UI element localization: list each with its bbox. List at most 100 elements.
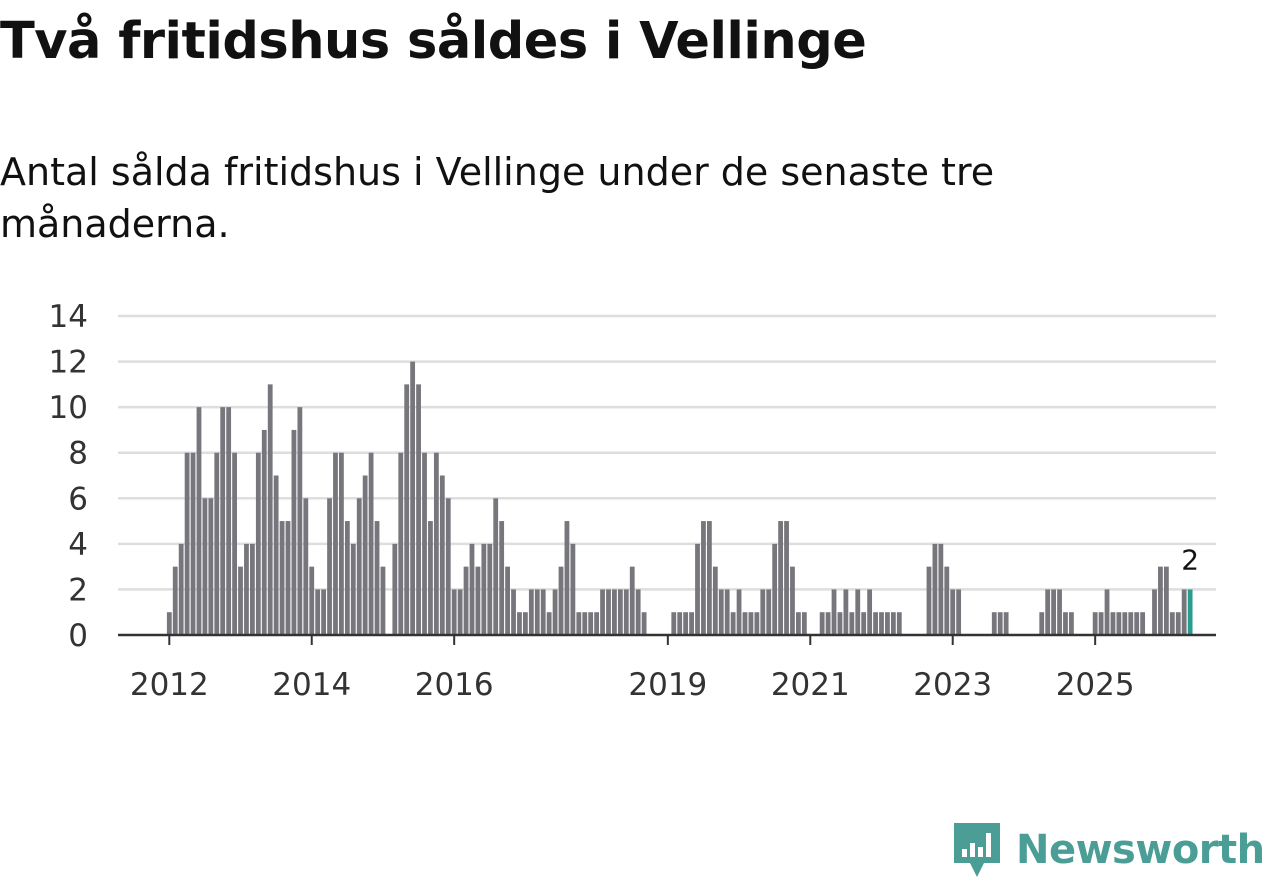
bar (701, 521, 706, 635)
bar (552, 589, 558, 635)
bar (1098, 612, 1104, 635)
bar (1140, 612, 1146, 635)
bar (641, 612, 647, 635)
bar (784, 521, 789, 635)
bar (297, 407, 303, 635)
bar (1163, 566, 1169, 635)
bar (1175, 612, 1181, 635)
bar (825, 612, 831, 635)
bar (760, 589, 766, 635)
bar (321, 589, 327, 635)
x-tick-label: 2023 (913, 667, 992, 703)
x-axis (118, 633, 1216, 645)
bar (249, 543, 255, 635)
bar (523, 612, 528, 635)
bar (481, 543, 487, 635)
bar (285, 521, 291, 635)
bar (178, 543, 184, 635)
bar (730, 612, 736, 635)
bar (546, 612, 552, 635)
bar (861, 612, 867, 635)
bar (944, 566, 950, 635)
bar (184, 452, 190, 635)
bar (766, 589, 772, 635)
bar (1152, 589, 1157, 635)
bar (890, 612, 896, 635)
bar (997, 612, 1003, 635)
bar (1051, 589, 1057, 635)
bar (202, 498, 208, 635)
bar (1110, 612, 1116, 635)
bar (1122, 612, 1128, 635)
bar (238, 566, 243, 635)
bar (1181, 589, 1187, 635)
newsworthy-logo: Newsworthy (952, 820, 1262, 880)
bar (896, 612, 902, 635)
bar (849, 612, 855, 635)
bar (226, 407, 232, 635)
bar (303, 498, 309, 635)
bar (796, 612, 801, 635)
bar (1128, 612, 1134, 635)
bar (1169, 612, 1175, 635)
bar (457, 589, 463, 635)
bar (772, 543, 778, 635)
x-tick-label: 2025 (1056, 667, 1135, 703)
bar (208, 498, 214, 635)
bar (742, 612, 748, 635)
bars (166, 361, 1193, 635)
bar (695, 543, 700, 635)
bar (261, 429, 267, 635)
bar (1039, 612, 1045, 635)
last-value-label: 2 (1181, 543, 1199, 576)
bar (855, 589, 861, 635)
bar (487, 543, 493, 635)
bar (926, 566, 932, 635)
bar (166, 612, 172, 635)
bar (956, 589, 962, 635)
bar (600, 589, 605, 635)
bar (433, 452, 439, 635)
bar (404, 384, 410, 635)
bar (748, 612, 754, 635)
y-tick-label: 12 (49, 345, 88, 381)
y-axis-ticks: 0 2 4 6 8 10 12 14 (49, 299, 88, 654)
bar (879, 612, 884, 635)
bar (564, 521, 570, 635)
bar (499, 521, 505, 635)
bar (255, 452, 261, 635)
x-tick-label: 2016 (415, 667, 494, 703)
bar (623, 589, 629, 635)
bar (356, 498, 362, 635)
bar-highlight (1187, 589, 1193, 635)
bar (505, 566, 510, 635)
bar (594, 612, 600, 635)
bar (736, 589, 742, 635)
bar (671, 612, 677, 635)
bar (706, 521, 712, 635)
bar (558, 566, 564, 635)
bar (416, 384, 421, 635)
y-tick-label: 14 (49, 299, 88, 335)
chart-title: Två fritidshus såldes i Vellinge (0, 12, 867, 71)
bar (873, 612, 878, 635)
bar (801, 612, 807, 635)
x-tick-label: 2019 (628, 667, 707, 703)
bar (232, 452, 237, 635)
bar (517, 612, 522, 635)
bar (362, 475, 368, 635)
bar (279, 521, 285, 635)
y-tick-label: 2 (68, 572, 88, 608)
bar (689, 612, 694, 635)
bar (220, 407, 226, 635)
bar (724, 589, 730, 635)
bar (333, 452, 338, 635)
x-tick-label: 2021 (771, 667, 850, 703)
bar (843, 589, 849, 635)
bar (475, 566, 481, 635)
y-tick-label: 4 (68, 527, 88, 563)
bar (273, 475, 279, 635)
bar (428, 521, 433, 635)
bar (315, 589, 321, 635)
bar (570, 543, 576, 635)
